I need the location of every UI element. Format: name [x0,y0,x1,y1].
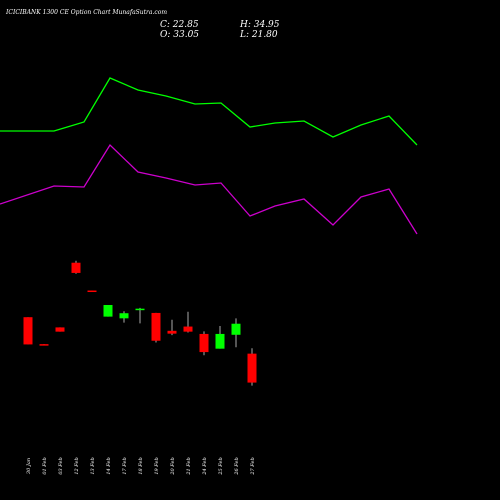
candle-body [231,323,241,335]
x-tick-label: 30 Jan [26,458,32,474]
candle-body [151,312,161,341]
candle-body [119,313,129,319]
x-tick-label: 27 Feb [250,457,256,475]
green-indicator-line [0,77,418,146]
candle-body [135,308,145,311]
close-value: C: 22.85 [160,20,199,30]
candle-body [87,290,97,293]
candle [23,317,33,345]
candle [103,304,113,317]
candle-body [71,262,81,273]
x-tick-label: 19 Feb [154,457,160,474]
low-value: L: 21.80 [239,30,278,40]
candle [87,290,97,293]
candle [183,311,193,333]
candle-body [215,333,225,349]
candle-body [103,304,113,317]
x-tick-label: 24 Feb [202,457,208,475]
chart-title: ICICIBANK 1300 CE Option Chart MunafaSut… [5,9,167,16]
x-tick-label: 20 Feb [170,457,176,475]
x-tick-label: 03 Feb [58,457,64,474]
candles [23,260,257,386]
x-tick-label: 13 Feb [90,457,96,474]
candle [71,260,81,274]
x-tick-label: 01 Feb [42,457,48,474]
candle [247,348,257,386]
candle-body [247,353,257,383]
candle [199,331,209,356]
candle [39,344,49,346]
x-tick-label: 25 Feb [218,457,224,475]
candle [167,319,177,336]
x-tick-label: 12 Feb [74,457,80,474]
x-tick-label: 26 Feb [234,457,240,475]
candle [135,307,145,324]
candle [215,325,225,349]
x-tick-label: 21 Feb [186,457,192,475]
open-value: O: 33.05 [160,30,199,40]
candle-body [183,326,193,332]
indicator-lines [0,77,418,235]
purple-indicator-line [0,143,418,235]
x-tick-label: 18 Feb [138,457,144,474]
candle-body [199,333,209,353]
high-value: H: 34.95 [239,20,280,30]
candle-body [39,344,49,346]
candle-body [55,327,65,332]
x-tick-label: 17 Feb [122,457,128,474]
candle-body [167,330,177,334]
candle [231,318,241,348]
candle [151,312,161,343]
candle [55,327,65,332]
candle [119,311,129,323]
candle-body [23,317,33,345]
x-tick-label: 14 Feb [106,457,112,474]
x-axis-labels: 30 Jan 01 Feb 03 Feb 12 Feb 13 Feb 14 Feb 17 F… [26,457,256,475]
